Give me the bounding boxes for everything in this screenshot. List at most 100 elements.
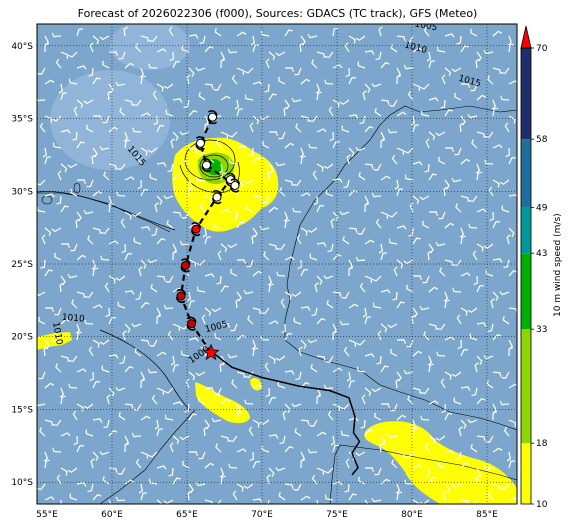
wind-barb (276, 271, 286, 277)
wind-barb (460, 307, 468, 316)
wind-barb (108, 240, 119, 245)
wind-barb (470, 28, 478, 37)
wind-barb (284, 370, 295, 375)
wind-barb (248, 147, 254, 157)
wind-barb (70, 188, 78, 197)
wind-barb (412, 275, 423, 280)
wind-barb (188, 300, 196, 309)
wind-barb (348, 114, 359, 119)
lighter-haze (50, 70, 170, 170)
wind-barb (179, 240, 190, 246)
wind-barb (328, 106, 334, 117)
wind-barb (195, 67, 206, 72)
wind-barb (412, 427, 419, 437)
wind-barb (388, 238, 398, 245)
wind-barb (232, 211, 238, 221)
wind-barb (204, 123, 210, 133)
wind-barb (294, 427, 302, 437)
cyclone-marker (186, 316, 197, 331)
wind-barb (140, 259, 147, 269)
wind-barb (268, 206, 279, 213)
wind-barb (475, 58, 480, 69)
wind-barb (362, 307, 367, 318)
wind-barb (299, 147, 305, 158)
wind-barb (342, 235, 350, 245)
wind-barb (51, 32, 62, 38)
wind-barb (44, 419, 53, 426)
wind-barb (405, 35, 414, 43)
wind-barb (76, 291, 85, 298)
wind-barb (54, 307, 62, 316)
wind-barb (213, 83, 222, 91)
wind-barb (156, 195, 163, 205)
wind-barb (489, 211, 495, 222)
wind-barb (236, 483, 244, 492)
wind-barb (444, 179, 450, 190)
wind-barb (324, 494, 334, 501)
wind-barb (83, 403, 94, 409)
wind-barb (300, 227, 308, 236)
wind-barb (307, 227, 318, 233)
wind-barb (92, 190, 103, 197)
wind-barb (275, 467, 286, 472)
wind-barb (196, 259, 206, 266)
wind-barb (484, 159, 494, 165)
wind-barb (252, 195, 263, 200)
wind-barb (148, 478, 158, 485)
wind-barb (332, 444, 340, 453)
lon-tick-label: 55°E (36, 510, 58, 520)
wind-barb (279, 435, 286, 444)
wind-barb (316, 91, 323, 101)
wind-barb (500, 67, 510, 75)
wind-barb (278, 491, 286, 501)
wind-barb (170, 355, 175, 366)
wind-barb (204, 195, 213, 203)
wind-barb (102, 475, 110, 485)
wind-barb (138, 266, 143, 277)
wind-barb (86, 124, 94, 133)
wind-barb (140, 35, 149, 42)
wind-barb (124, 253, 132, 261)
wind-barb (423, 26, 430, 37)
wind-barb (147, 147, 158, 153)
wind-barb (219, 362, 224, 373)
wind-barb (118, 411, 126, 421)
cyclone-marker (180, 258, 191, 273)
wind-barb (348, 227, 358, 233)
wind-barb (44, 115, 53, 123)
wind-barb (459, 227, 465, 238)
wind-barb (132, 99, 142, 107)
wind-barb (76, 179, 87, 184)
wind-barb (292, 179, 302, 187)
wind-barb (41, 234, 46, 245)
wind-barb (165, 109, 174, 117)
wind-barb (231, 74, 238, 85)
wind-barb (451, 483, 462, 488)
wind-barb (329, 131, 335, 142)
wind-barb (396, 491, 403, 501)
wind-barb (314, 282, 319, 293)
wind-barb (508, 227, 515, 237)
wind-barb (215, 443, 222, 453)
wind-barb (168, 26, 174, 37)
wind-barb (396, 75, 402, 85)
wind-barb (268, 355, 276, 364)
wind-barb (236, 291, 242, 302)
wind-barb (492, 179, 500, 188)
wind-barb (492, 371, 502, 377)
wind-barb (156, 387, 165, 395)
wind-barb (188, 34, 199, 39)
wind-barb (396, 339, 407, 344)
wind-barb (300, 155, 307, 165)
wind-barb (348, 417, 359, 422)
wind-barb (188, 483, 194, 494)
wind-barb (348, 147, 355, 157)
wind-barb (297, 259, 303, 270)
wind-barb (246, 259, 254, 268)
lat-tick-label: 40°S (11, 42, 33, 52)
wind-barb (372, 275, 382, 282)
wind-barb (469, 333, 478, 341)
wind-barb (452, 259, 462, 267)
wind-barb (332, 211, 339, 221)
wind-barb (468, 223, 478, 229)
